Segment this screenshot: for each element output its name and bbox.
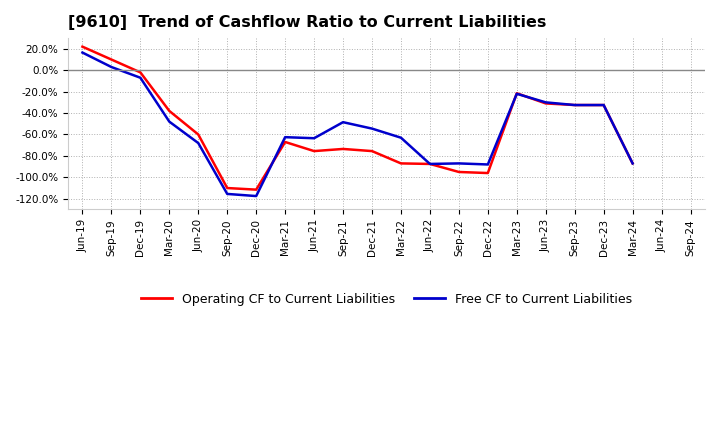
Legend: Operating CF to Current Liabilities, Free CF to Current Liabilities: Operating CF to Current Liabilities, Fre… bbox=[136, 288, 637, 311]
Text: [9610]  Trend of Cashflow Ratio to Current Liabilities: [9610] Trend of Cashflow Ratio to Curren… bbox=[68, 15, 546, 30]
